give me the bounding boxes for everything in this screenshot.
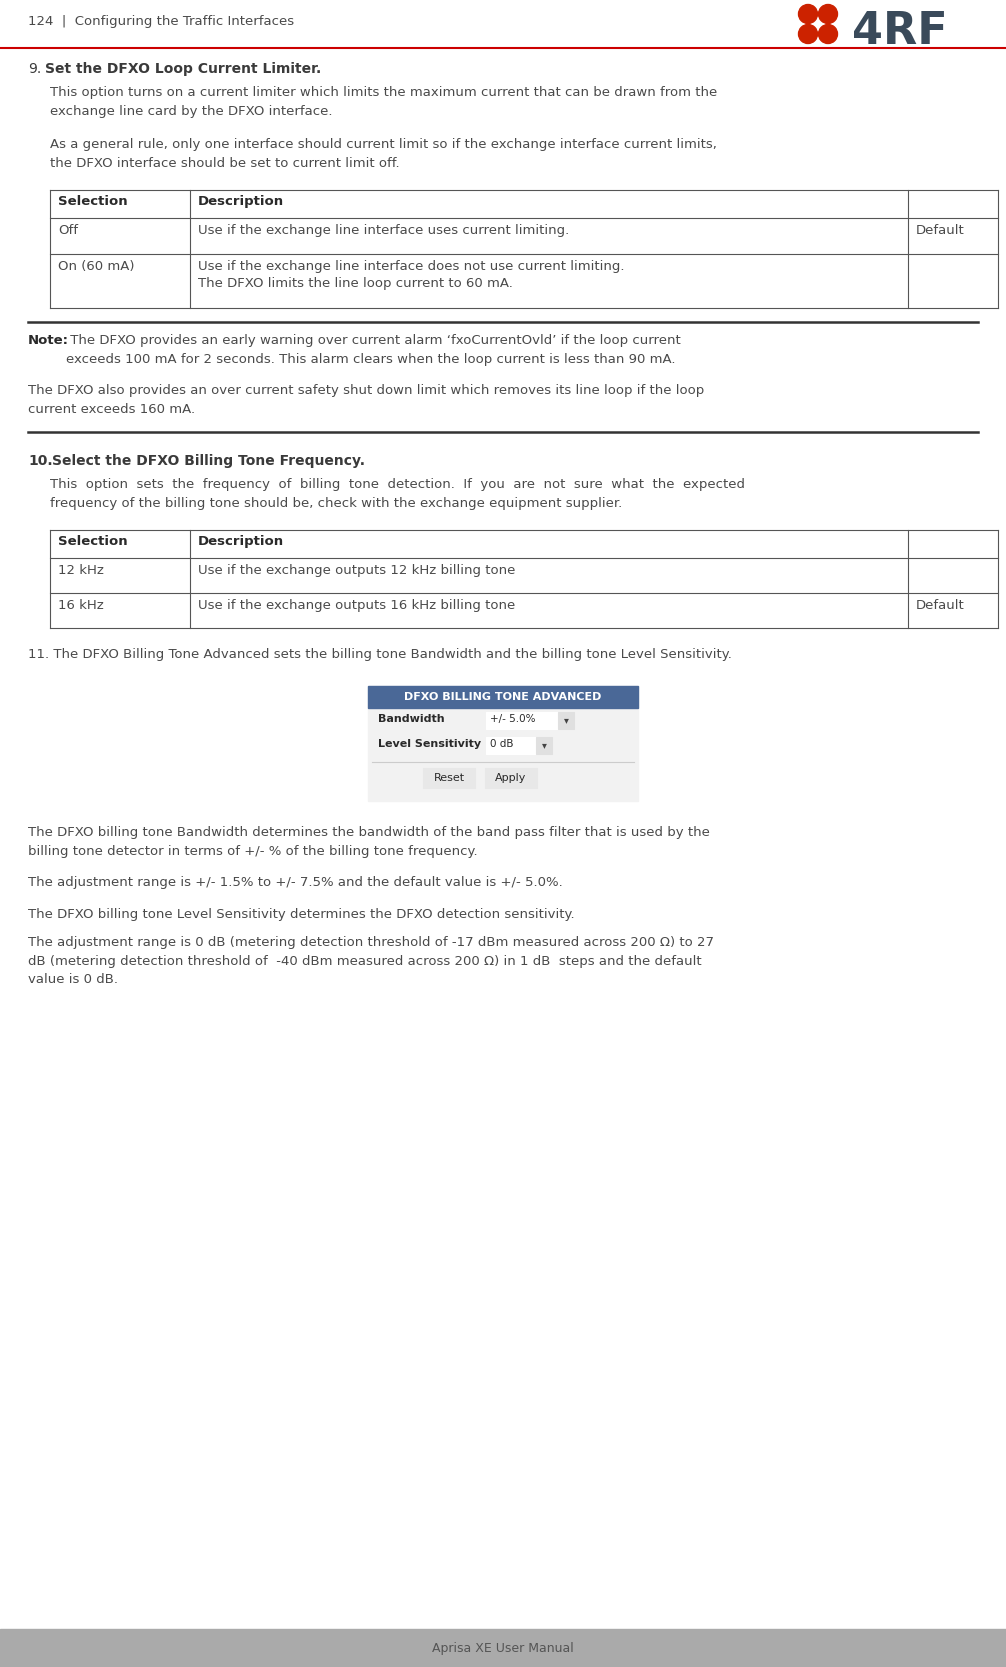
Text: Level Sensitivity: Level Sensitivity [378, 738, 481, 748]
Text: Default: Default [916, 223, 965, 237]
Circle shape [819, 25, 838, 43]
Text: 12 kHz: 12 kHz [58, 563, 104, 577]
Text: Aprisa XE User Manual: Aprisa XE User Manual [433, 1642, 573, 1655]
Bar [0, 1629, 1006, 1667]
Text: 10.: 10. [28, 453, 52, 468]
Circle shape [799, 25, 818, 43]
Text: +/- 5.0%: +/- 5.0% [490, 713, 535, 723]
Text: On (60 mA): On (60 mA) [58, 260, 135, 273]
Circle shape [799, 5, 818, 23]
Text: ▾: ▾ [563, 715, 568, 725]
Text: This  option  sets  the  frequency  of  billing  tone  detection.  If  you  are : This option sets the frequency of billin… [50, 478, 745, 510]
Text: Apply: Apply [495, 773, 527, 783]
Bar [423, 768, 475, 788]
Text: Use if the exchange line interface does not use current limiting.
The DFXO limit: Use if the exchange line interface does … [198, 260, 625, 290]
Bar [536, 737, 552, 753]
Bar [368, 687, 638, 708]
Text: 9.: 9. [28, 62, 41, 77]
Bar [485, 768, 537, 788]
Text: Default: Default [916, 598, 965, 612]
Text: Use if the exchange outputs 12 kHz billing tone: Use if the exchange outputs 12 kHz billi… [198, 563, 515, 577]
Text: 4RF: 4RF [852, 10, 948, 53]
Text: The adjustment range is +/- 1.5% to +/- 7.5% and the default value is +/- 5.0%.: The adjustment range is +/- 1.5% to +/- … [28, 875, 562, 889]
Text: 124  |  Configuring the Traffic Interfaces: 124 | Configuring the Traffic Interfaces [28, 15, 294, 28]
Text: Use if the exchange outputs 16 kHz billing tone: Use if the exchange outputs 16 kHz billi… [198, 598, 515, 612]
Text: ▾: ▾ [541, 740, 546, 750]
Text: 16 kHz: 16 kHz [58, 598, 104, 612]
Text: Selection: Selection [58, 195, 128, 208]
Text: Description: Description [198, 535, 284, 548]
Bar [486, 737, 536, 753]
Text: 11. The DFXO Billing Tone Advanced sets the billing tone Bandwidth and the billi: 11. The DFXO Billing Tone Advanced sets … [28, 648, 732, 662]
Text: This option turns on a current limiter which limits the maximum current that can: This option turns on a current limiter w… [50, 87, 717, 117]
Text: The DFXO billing tone Level Sensitivity determines the DFXO detection sensitivit: The DFXO billing tone Level Sensitivity … [28, 909, 574, 920]
Text: Selection: Selection [58, 535, 128, 548]
Text: The DFXO also provides an over current safety shut down limit which removes its : The DFXO also provides an over current s… [28, 383, 704, 415]
Text: Set the DFXO Loop Current Limiter.: Set the DFXO Loop Current Limiter. [45, 62, 321, 77]
Bar [368, 687, 638, 802]
Text: The DFXO billing tone Bandwidth determines the bandwidth of the band pass filter: The DFXO billing tone Bandwidth determin… [28, 827, 710, 857]
Text: Note:: Note: [28, 333, 69, 347]
Text: Reset: Reset [434, 773, 465, 783]
Text: Off: Off [58, 223, 78, 237]
Text: DFXO BILLING TONE ADVANCED: DFXO BILLING TONE ADVANCED [404, 692, 602, 702]
Text: The DFXO provides an early warning over current alarm ‘fxoCurrentOvld’ if the lo: The DFXO provides an early warning over … [66, 333, 681, 365]
Text: 0 dB: 0 dB [490, 738, 513, 748]
Circle shape [819, 5, 838, 23]
Bar [558, 712, 574, 728]
Text: Select the DFXO Billing Tone Frequency.: Select the DFXO Billing Tone Frequency. [52, 453, 365, 468]
Text: Use if the exchange line interface uses current limiting.: Use if the exchange line interface uses … [198, 223, 569, 237]
Text: The adjustment range is 0 dB (metering detection threshold of -17 dBm measured a: The adjustment range is 0 dB (metering d… [28, 935, 714, 985]
Text: As a general rule, only one interface should current limit so if the exchange in: As a general rule, only one interface sh… [50, 138, 717, 170]
Bar [486, 712, 558, 728]
Text: Description: Description [198, 195, 284, 208]
Text: Bandwidth: Bandwidth [378, 713, 445, 723]
